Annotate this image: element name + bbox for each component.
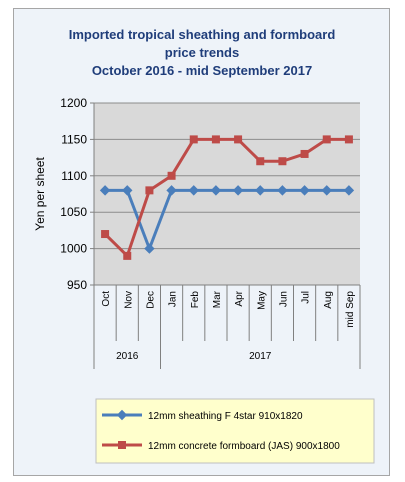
x-tick-label-2: Dec [145,291,156,309]
series-0-point-11 [343,185,355,196]
series-1-point-10 [322,135,331,144]
series-1-point-5 [211,135,220,144]
y-tick-label-1000: 1000 [60,242,87,256]
series-0-point-5 [210,185,222,196]
series-1-point-8 [278,157,287,166]
series-0-point-1 [122,185,133,196]
series-1-point-2 [145,186,154,195]
year-group-label-1: 2017 [249,351,272,362]
y-axis-title: Yen per sheet [33,157,47,231]
legend-box [95,398,375,464]
chart-title-line-2: price trends [165,45,239,60]
x-tick-label-4: Feb [190,291,201,309]
axes: 950 1000 1050 1100 1150 1200 Oct Nov Dec Jan Feb Ma… [60,96,361,369]
x-tick-label-10: Aug [323,291,334,309]
series-0-point-7 [255,185,266,196]
series-1 [101,135,353,260]
series-1-point-4 [189,135,198,144]
x-tick-label-3: Jan [168,291,179,307]
y-tick-label-1100: 1100 [61,169,87,183]
chart-frame: Imported tropical sheathing and formboar… [13,8,390,476]
series-0-point-9 [299,185,310,196]
x-tick-label-9: Jul [301,291,312,304]
price-trend-chart: Imported tropical sheathing and formboar… [33,27,375,464]
legend-swatch-marker-1 [118,441,126,449]
legend-label-0: 12mm sheathing F 4star 910x1820 [148,411,303,422]
x-tick-label-11: mid Sep [345,291,356,328]
series-1-point-0 [101,230,110,239]
y-tick-label-1050: 1050 [60,205,87,219]
series-0-point-3 [166,185,177,196]
plot-area [94,103,360,285]
series-1-point-11 [344,135,353,144]
x-tick-label-8: Jun [278,291,289,307]
chart-title-line-1: Imported tropical sheathing and formboar… [69,27,336,42]
x-tick-label-7: May [256,291,267,310]
x-tick-label-5: Mar [212,290,223,308]
year-group-label-0: 2016 [116,351,139,362]
series-1-point-1 [123,251,132,260]
series-0-point-2 [144,243,155,254]
y-tick-label-1150: 1150 [61,132,87,146]
series-1-point-9 [300,149,309,158]
series-0-point-8 [277,185,288,196]
series-0-point-10 [321,185,332,196]
chart-title: Imported tropical sheathing and formboar… [69,27,336,78]
x-tick-label-6: Apr [234,290,245,306]
series-0-point-0 [99,185,111,196]
series-layer [99,135,355,260]
legend-swatch-marker-0 [116,409,128,421]
x-tick-label-1: Nov [123,291,134,309]
chart-title-line-3: October 2016 - mid September 2017 [92,63,312,78]
legend-label-1: 12mm concrete formboard (JAS) 900x1800 [148,441,340,452]
x-tick-label-0: Oct [101,291,112,307]
series-1-point-6 [234,135,243,144]
series-0-point-6 [232,185,244,196]
series-1-point-7 [256,157,265,166]
y-tick-label-1200: 1200 [60,96,87,110]
series-0 [99,185,355,254]
series-1-point-3 [167,171,176,180]
y-tick-label-950: 950 [67,278,87,292]
series-0-point-4 [188,185,199,196]
legend: 12mm sheathing F 4star 910x1820 12mm conc… [95,398,375,464]
